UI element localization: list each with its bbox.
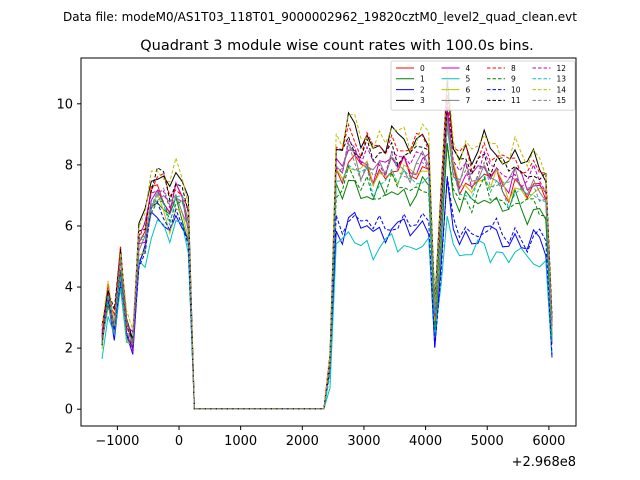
legend-label: 6 — [466, 85, 471, 94]
y-tick-label: 2 — [65, 342, 73, 357]
x-tick-label: 2000 — [286, 434, 319, 449]
chart-suptitle: Data file: modeM0/AS1T03_118T01_90000029… — [63, 10, 577, 24]
legend-label: 1 — [420, 75, 425, 84]
series-line-15 — [101, 125, 553, 410]
legend-label: 14 — [557, 85, 567, 94]
x-tick-label: 5000 — [471, 434, 504, 449]
plot-frame — [80, 57, 577, 427]
x-axis: −1000 0 1000 2000 3000 4000 5000 6000 — [95, 426, 565, 449]
y-tick-label: 8 — [65, 158, 73, 173]
series-line-1 — [101, 143, 553, 410]
x-tick-label: 6000 — [532, 434, 565, 449]
series-line-13 — [101, 127, 553, 410]
legend-label: 8 — [511, 64, 516, 73]
series-line-8 — [101, 94, 553, 410]
chart-title: Quadrant 3 module wise count rates with … — [140, 38, 534, 54]
legend-label: 10 — [511, 85, 521, 94]
y-tick-label: 10 — [56, 97, 73, 112]
legend-label: 0 — [420, 64, 425, 73]
legend-label: 9 — [511, 75, 516, 84]
y-axis: 0 2 4 6 8 10 — [56, 97, 81, 418]
series-line-10 — [101, 176, 553, 410]
series-line-7 — [101, 115, 553, 410]
y-tick-label: 6 — [65, 219, 73, 234]
plot-lines — [101, 68, 553, 410]
y-tick-label: 4 — [65, 281, 73, 296]
series-line-6 — [101, 120, 553, 410]
series-line-5 — [101, 215, 553, 410]
series-line-14 — [101, 68, 553, 410]
series-line-12 — [101, 101, 553, 410]
series-line-9 — [101, 142, 553, 410]
legend-label: 2 — [420, 85, 425, 94]
legend-label: 15 — [557, 96, 567, 105]
x-tick-label: 3000 — [347, 434, 380, 449]
legend-label: 4 — [466, 64, 471, 73]
x-tick-label: 4000 — [409, 434, 442, 449]
legend-label: 5 — [466, 75, 471, 84]
legend-label: 12 — [557, 64, 567, 73]
x-tick-label: 1000 — [224, 434, 257, 449]
legend-label: 11 — [511, 96, 521, 105]
legend-label: 7 — [466, 96, 471, 105]
legend-label: 3 — [420, 96, 425, 105]
y-tick-label: 0 — [65, 403, 73, 418]
legend-label: 13 — [557, 75, 567, 84]
legend-frame — [390, 60, 576, 111]
x-tick-label: 0 — [175, 434, 183, 449]
x-tick-label: −1000 — [95, 434, 139, 449]
series-line-11 — [101, 105, 553, 410]
x-offset-label: +2.968e8 — [512, 455, 576, 470]
